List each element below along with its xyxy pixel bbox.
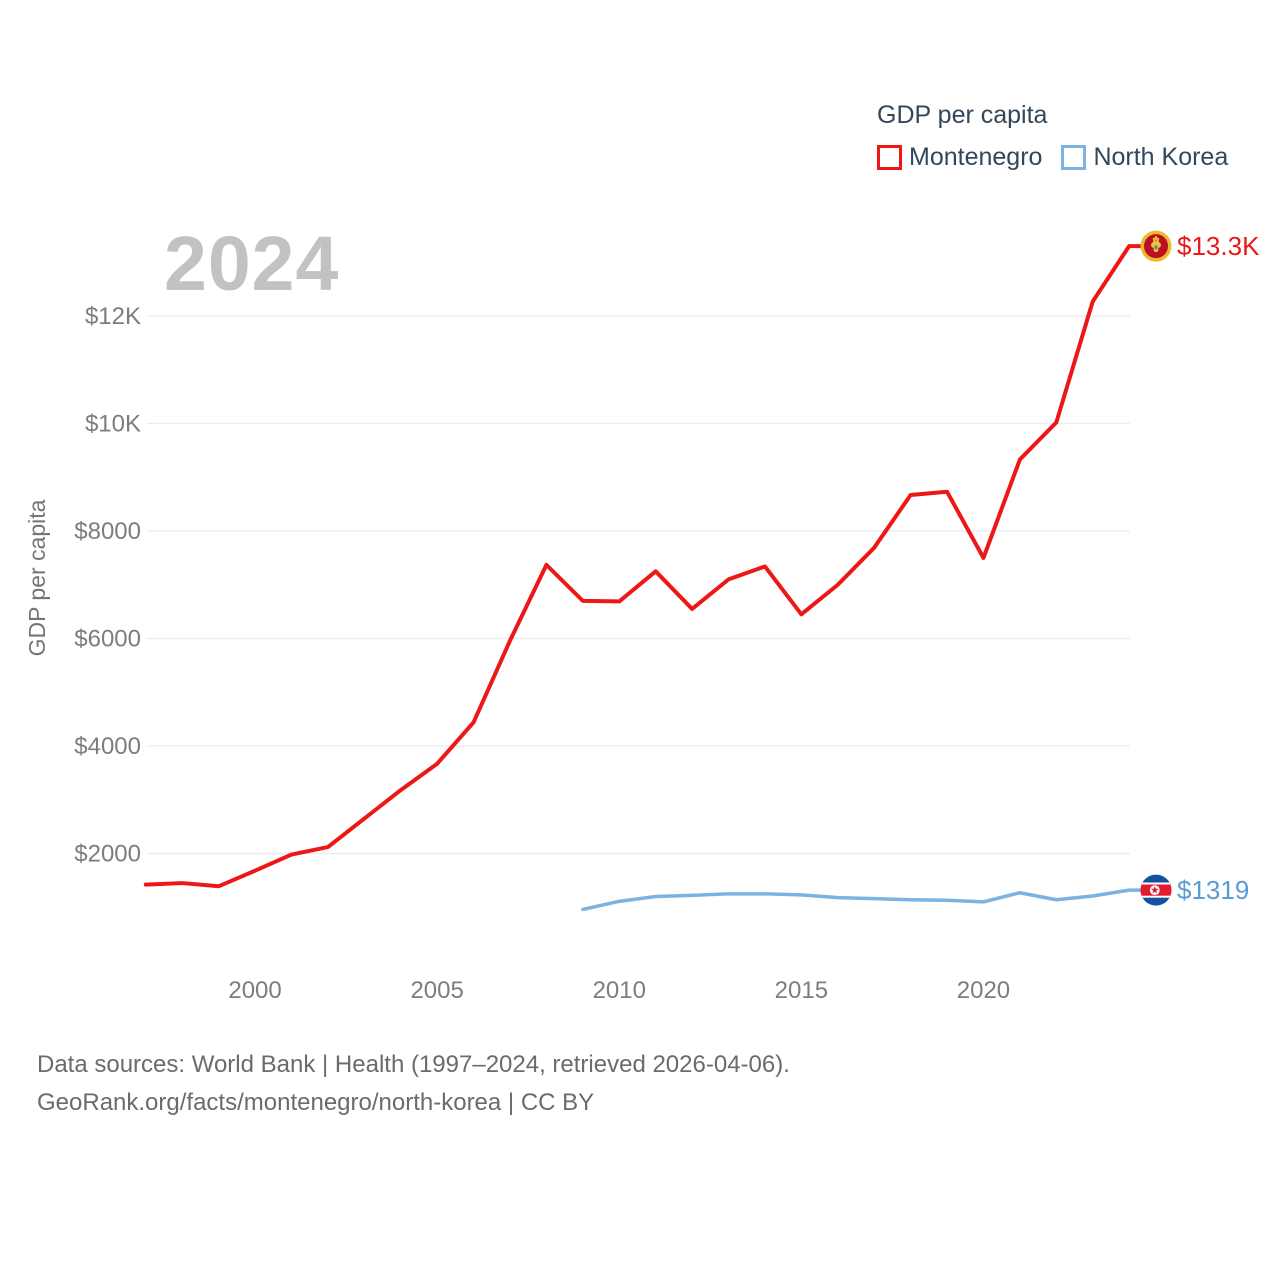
x-tick-label: 2020 [957,977,1010,1004]
y-tick-label: $12K [85,303,141,330]
legend-title: GDP per capita [877,101,1048,129]
y-tick-label: $8000 [74,518,141,545]
north-korea-line [581,888,1144,912]
chart-footer: Data sources: World Bank | Health (1997–… [37,1046,790,1122]
chart-legend: GDP per capita Montenegro North Korea [877,101,1228,172]
north-korea-value-label: $1319 [1177,875,1249,905]
x-tick-label: 2000 [228,977,281,1004]
y-tick-label: $10K [85,411,141,438]
north-korea-flag-icon [1140,874,1172,906]
y-tick-label: $6000 [74,626,141,653]
north-korea-series-swatch-icon [1061,145,1087,170]
attribution-text: GeoRank.org/facts/montenegro/north-korea… [37,1089,595,1116]
y-tick-label: $2000 [74,841,141,868]
legend-label-montenegro: Montenegro [909,143,1043,171]
year-watermark: 2024 [164,221,340,307]
legend-item-montenegro[interactable]: Montenegro [877,143,1042,172]
montenegro-flag-icon [1140,230,1172,262]
legend-item-north-korea[interactable]: North Korea [1061,143,1228,172]
y-axis-title: GDP per capita [24,499,50,656]
x-tick-label: 2010 [593,977,646,1004]
x-tick-label: 2005 [410,977,463,1004]
data-sources-text: Data sources: World Bank | Health (1997–… [37,1051,790,1078]
montenegro-series-swatch-icon [877,145,902,170]
x-tick-label: 2015 [775,977,828,1004]
legend-label-north-korea: North Korea [1093,143,1229,171]
y-tick-label: $4000 [74,733,141,760]
montenegro-line [143,244,1144,889]
legend-items: Montenegro North Korea [877,143,1228,172]
montenegro-value-label: $13.3K [1177,231,1260,261]
